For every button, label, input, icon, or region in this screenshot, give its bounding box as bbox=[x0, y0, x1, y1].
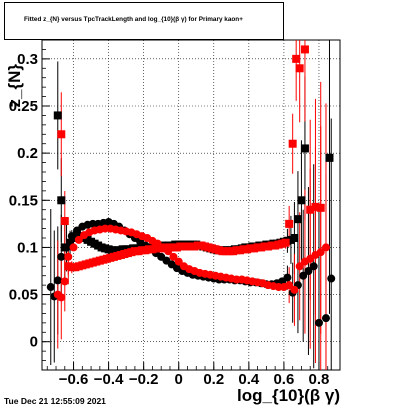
data-point-circle bbox=[290, 285, 299, 294]
data-point-circle bbox=[316, 248, 325, 257]
data-point-square bbox=[66, 238, 75, 247]
x-tick-label: −0.6 bbox=[59, 371, 89, 388]
data-point-circle bbox=[57, 252, 66, 261]
y-tick-label: 0.25 bbox=[9, 98, 38, 115]
plot-title-box: Fitted z_{N} versus TpcTrackLength and l… bbox=[4, 2, 284, 40]
timestamp-footer: Tue Dec 21 12:55:09 2021 bbox=[4, 396, 106, 406]
plot-title: Fitted z_{N} versus TpcTrackLength and l… bbox=[24, 16, 243, 23]
x-axis-label: log_{10}(β γ) bbox=[237, 386, 340, 405]
data-point-circle bbox=[74, 235, 83, 244]
data-point-circle bbox=[321, 314, 330, 323]
x-tick-label: −0.4 bbox=[94, 371, 124, 388]
data-point-square bbox=[290, 234, 299, 242]
data-point-circle bbox=[53, 276, 62, 285]
data-point-circle bbox=[174, 257, 183, 266]
data-point-square bbox=[311, 202, 320, 211]
y-tick-label: 0.2 bbox=[17, 145, 38, 162]
data-point-circle bbox=[295, 262, 304, 271]
data-point-square bbox=[288, 139, 297, 148]
data-point-square bbox=[300, 144, 309, 153]
data-point-circle bbox=[321, 243, 330, 252]
data-point-circle bbox=[283, 273, 292, 282]
data-point-square bbox=[60, 217, 69, 226]
data-point-circle bbox=[57, 293, 66, 302]
data-point-square bbox=[297, 196, 306, 205]
data-point-square bbox=[285, 219, 294, 228]
y-tick-label: 0.15 bbox=[9, 192, 38, 209]
data-point-circle bbox=[46, 283, 55, 292]
x-tick-label: 0.2 bbox=[203, 371, 224, 388]
y-tick-label: 0.1 bbox=[17, 239, 38, 256]
x-tick-label: 0.8 bbox=[309, 371, 330, 388]
data-point-square bbox=[295, 64, 304, 73]
data-point-square bbox=[325, 153, 334, 162]
data-point-square bbox=[300, 45, 309, 54]
data-point-circle bbox=[60, 277, 69, 286]
data-point-square bbox=[57, 130, 66, 139]
data-point-circle bbox=[64, 252, 73, 261]
data-point-circle bbox=[304, 267, 313, 275]
data-point-circle bbox=[69, 243, 78, 252]
data-point-square bbox=[53, 111, 62, 120]
data-point-circle bbox=[285, 281, 294, 290]
data-point-square bbox=[292, 54, 301, 63]
data-point-square bbox=[316, 203, 325, 212]
plot-frame bbox=[41, 39, 341, 371]
data-point-square bbox=[293, 215, 302, 224]
x-tick-label: 0.6 bbox=[273, 371, 294, 388]
y-tick-label: 0.3 bbox=[17, 51, 38, 68]
data-point-square bbox=[306, 205, 315, 214]
data-point-circle bbox=[62, 243, 71, 252]
data-markers bbox=[46, 45, 336, 327]
axes: −0.6 −0.4 −0.2 0 0.2 0.4 0.6 0.8 0 0.05 0.1 0.15 0.2… bbox=[9, 49, 330, 388]
data-point-square bbox=[57, 196, 66, 205]
data-point-circle bbox=[314, 318, 323, 327]
data-point-circle bbox=[67, 232, 76, 241]
data-point-circle bbox=[169, 252, 178, 261]
data-point-circle bbox=[164, 247, 173, 256]
y-axis-label: z_{N} bbox=[5, 64, 24, 108]
x-tick-label: 0.4 bbox=[238, 371, 260, 388]
data-point-circle bbox=[309, 262, 318, 271]
x-tick-label: 0 bbox=[175, 371, 183, 388]
y-tick-label: 0.05 bbox=[9, 287, 38, 304]
y-tick-label: 0 bbox=[30, 334, 38, 351]
grid-lines bbox=[42, 40, 340, 370]
x-tick-label: −0.2 bbox=[129, 371, 159, 388]
data-point-square bbox=[281, 238, 290, 247]
data-point-circle bbox=[327, 274, 336, 283]
data-point-circle bbox=[299, 271, 308, 280]
error-bars bbox=[50, 40, 332, 370]
